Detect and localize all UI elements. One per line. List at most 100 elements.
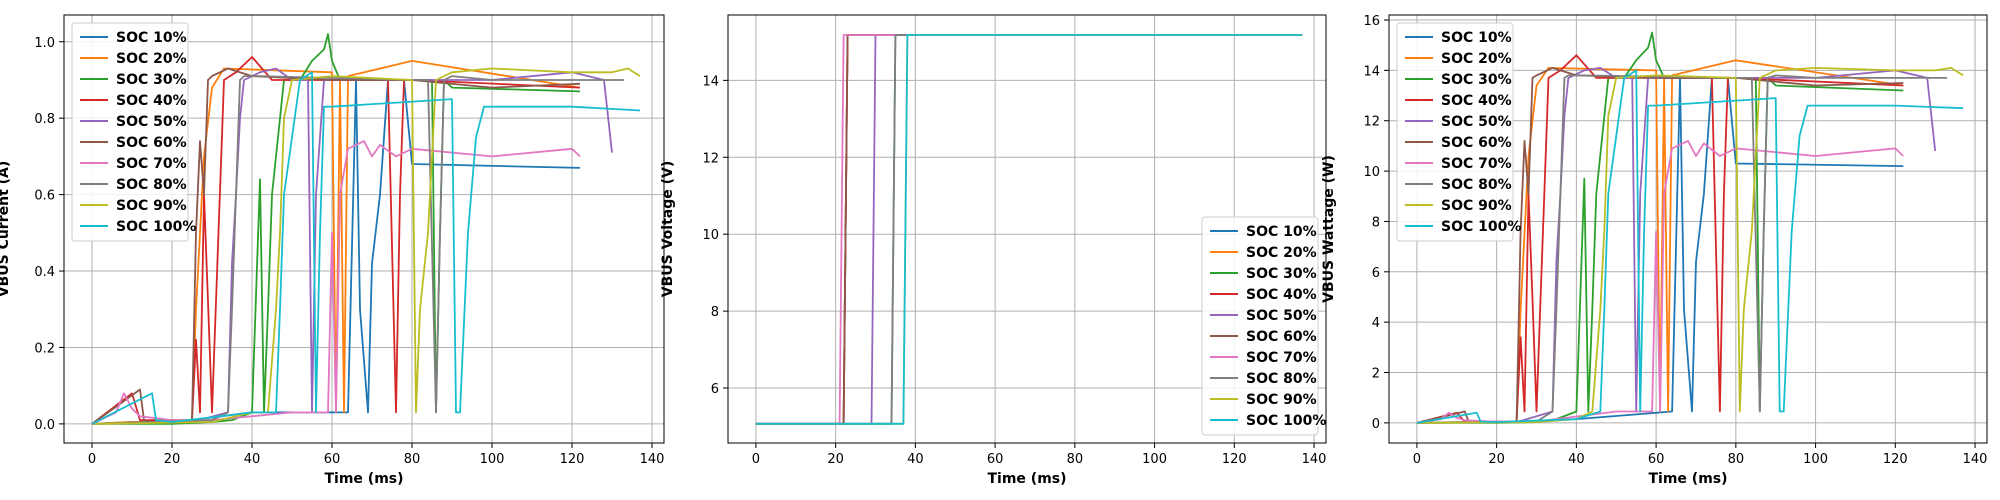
y-tick-label: 0 <box>1372 417 1380 432</box>
x-tick-label: 120 <box>1883 452 1908 467</box>
legend-label: SOC 90% <box>1246 392 1317 408</box>
x-tick-label: 20 <box>1488 452 1505 467</box>
legend-label: SOC 80% <box>116 177 187 193</box>
legend-label: SOC 90% <box>1441 198 1512 214</box>
wattage-chart: 0 20 40 60 80 100 120 140 0 2 4 6 8 10 12 14 16 Time (ms)… <box>1321 14 1988 487</box>
axes-frame <box>63 14 665 444</box>
series-line-soc-100- <box>755 34 1303 425</box>
axis-ticks: 0 20 40 60 80 100 120 140 0 2 4 6 8 10 12 14 16 <box>1363 14 1987 467</box>
axis-ticks: 0 20 40 60 80 100 120 140 6 8 10 12 14 <box>702 15 1326 467</box>
y-tick-label: 10 <box>1363 165 1380 180</box>
legend-frame <box>1201 216 1319 436</box>
x-tick-label: 140 <box>1963 452 1988 467</box>
series-group <box>1416 31 1964 424</box>
x-tick-label: 80 <box>404 452 421 467</box>
y-tick-label: 1.0 <box>34 36 55 51</box>
y-tick-label: 10 <box>702 228 719 243</box>
x-tick-label: 120 <box>560 452 585 467</box>
x-tick-label: 140 <box>640 452 665 467</box>
series-line-soc-90- <box>1416 67 1964 424</box>
legend-label: SOC 100% <box>1441 219 1521 235</box>
y-tick-label: 6 <box>1372 266 1380 281</box>
legend-label: SOC 20% <box>116 51 187 67</box>
legend-label: SOC 30% <box>1441 72 1512 88</box>
legend-label: SOC 40% <box>1246 287 1317 303</box>
x-axis-label: Time (ms) <box>987 471 1066 487</box>
y-tick-label: 16 <box>1363 14 1380 29</box>
legend-label: SOC 50% <box>1246 308 1317 324</box>
legend: SOC 10% SOC 20% SOC 30% SOC 40% SOC 50% SOC 6… <box>71 22 196 242</box>
legend: SOC 10% SOC 20% SOC 30% SOC 40% SOC 50% SOC 6… <box>1396 22 1521 242</box>
series-line-soc-100- <box>1416 69 1964 424</box>
x-tick-label: 60 <box>1648 452 1665 467</box>
x-tick-label: 120 <box>1222 452 1247 467</box>
legend-label: SOC 90% <box>116 198 187 214</box>
y-axis-label: VBUS Current (A) <box>0 161 12 298</box>
axes-frame <box>1388 14 1988 444</box>
x-tick-label: 0 <box>88 452 96 467</box>
series-line-soc-100- <box>91 71 641 425</box>
axes-frame <box>727 14 1327 444</box>
legend: SOC 10% SOC 20% SOC 30% SOC 40% SOC 50% SOC 6… <box>1201 216 1326 436</box>
voltage-chart: 0 20 40 60 80 100 120 140 6 8 10 12 14 Time (ms) VBUS … <box>660 14 1327 487</box>
series-line-soc-90- <box>91 67 641 425</box>
legend-label: SOC 70% <box>1246 350 1317 366</box>
x-tick-label: 100 <box>1803 452 1828 467</box>
legend-label: SOC 10% <box>1441 30 1512 46</box>
y-tick-label: 14 <box>1363 64 1380 79</box>
legend-label: SOC 60% <box>1441 135 1512 151</box>
legend-label: SOC 70% <box>116 156 187 172</box>
x-tick-label: 140 <box>1302 452 1327 467</box>
x-tick-label: 20 <box>827 452 844 467</box>
y-tick-label: 0.4 <box>34 265 55 280</box>
legend-label: SOC 30% <box>116 72 187 88</box>
axis-ticks: 0 20 40 60 80 100 120 140 0.0 0.2 0.4 0.6 0.8 1.0 <box>34 15 664 467</box>
y-tick-label: 8 <box>711 305 719 320</box>
x-tick-label: 40 <box>907 452 924 467</box>
legend-label: SOC 60% <box>116 135 187 151</box>
y-tick-label: 12 <box>1363 115 1380 130</box>
legend-label: SOC 60% <box>1246 329 1317 345</box>
legend-label: SOC 20% <box>1441 51 1512 67</box>
x-tick-label: 100 <box>480 452 505 467</box>
series-line-soc-80- <box>1416 74 1948 424</box>
y-tick-label: 12 <box>702 151 719 166</box>
legend-frame <box>1396 22 1514 242</box>
y-tick-label: 2 <box>1372 367 1380 382</box>
legend-label: SOC 20% <box>1246 245 1317 261</box>
x-tick-label: 0 <box>752 452 760 467</box>
legend-label: SOC 100% <box>116 219 196 235</box>
legend-label: SOC 50% <box>116 114 187 130</box>
x-tick-label: 100 <box>1142 452 1167 467</box>
x-axis-label: Time (ms) <box>1648 471 1727 487</box>
x-tick-label: 80 <box>1067 452 1084 467</box>
x-tick-label: 0 <box>1413 452 1421 467</box>
y-tick-label: 14 <box>702 74 719 89</box>
x-tick-label: 60 <box>987 452 1004 467</box>
series-line-soc-70- <box>1416 139 1904 424</box>
legend-label: SOC 30% <box>1246 266 1317 282</box>
series-group <box>755 34 1303 425</box>
series-line-soc-70- <box>91 140 581 425</box>
x-tick-label: 20 <box>164 452 181 467</box>
legend-label: SOC 80% <box>1246 371 1317 387</box>
legend-label: SOC 100% <box>1246 413 1326 429</box>
legend-frame <box>71 22 189 242</box>
y-tick-label: 6 <box>711 382 719 397</box>
legend-label: SOC 50% <box>1441 114 1512 130</box>
y-tick-label: 0.0 <box>34 418 55 433</box>
y-tick-label: 4 <box>1372 316 1380 331</box>
y-tick-label: 8 <box>1372 215 1380 230</box>
x-tick-label: 80 <box>1728 452 1745 467</box>
legend-label: SOC 70% <box>1441 156 1512 172</box>
x-tick-label: 60 <box>324 452 341 467</box>
y-axis-label: VBUS Voltage (V) <box>660 161 676 297</box>
series-group <box>91 33 641 425</box>
y-tick-label: 0.2 <box>34 341 55 356</box>
legend-label: SOC 80% <box>1441 177 1512 193</box>
legend-label: SOC 40% <box>116 93 187 109</box>
y-tick-label: 0.8 <box>34 112 55 127</box>
y-axis-label: VBUS Wattage (W) <box>1321 155 1337 303</box>
x-tick-label: 40 <box>244 452 261 467</box>
legend-label: SOC 10% <box>116 30 187 46</box>
